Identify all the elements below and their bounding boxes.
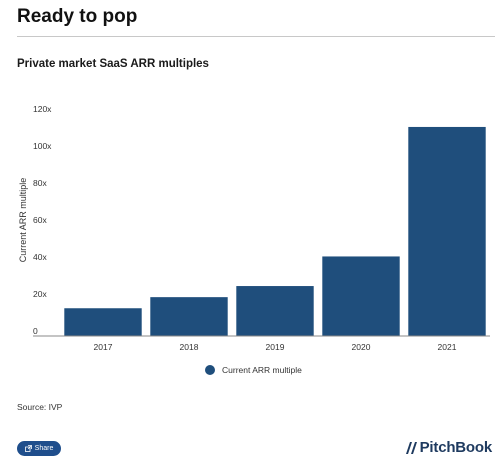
bar-2019 (236, 286, 314, 336)
chart-title: Private market SaaS ARR multiples (17, 58, 209, 70)
x-tick-label: 2020 (352, 342, 371, 352)
share-label: Share (34, 445, 54, 452)
y-tick-label: 100x (33, 141, 52, 151)
x-axis-ticks: 2017 2018 2019 2020 2021 (94, 342, 457, 352)
bar-2018 (150, 297, 228, 336)
legend-swatch (205, 365, 215, 375)
x-tick-label: 2021 (438, 342, 457, 352)
y-axis-label: Current ARR multiple (18, 178, 28, 263)
legend-label: Current ARR multiple (222, 365, 302, 375)
title-divider (17, 36, 495, 37)
share-icon (24, 445, 32, 452)
bar-2017 (64, 308, 142, 336)
y-tick-label: 20x (33, 289, 47, 299)
y-tick-label: 60x (33, 215, 47, 225)
y-tick-label: 80x (33, 178, 47, 188)
y-tick-label: 120x (33, 104, 52, 114)
y-tick-label: 0 (33, 326, 38, 336)
y-axis-ticks: 0 20x 40x 60x 80x 100x 120x (33, 104, 52, 336)
y-tick-label: 40x (33, 252, 47, 262)
bar-2020 (322, 256, 400, 336)
x-tick-label: 2019 (266, 342, 285, 352)
brand-logo[interactable]: PitchBook (404, 439, 492, 456)
pitchbook-logo-icon (405, 441, 417, 454)
x-tick-label: 2017 (94, 342, 113, 352)
bars (64, 126, 486, 336)
x-tick-label: 2018 (180, 342, 199, 352)
share-button[interactable]: Share (17, 441, 61, 456)
bar-chart: Current ARR multiple 0 20x 40x 60x 80x 100x 12… (18, 104, 490, 375)
brand-name: PitchBook (419, 439, 493, 456)
page-title: Ready to pop (17, 6, 138, 27)
source-note: Source: IVP (17, 402, 63, 412)
legend: Current ARR multiple (205, 365, 302, 375)
bar-2021 (408, 126, 486, 336)
